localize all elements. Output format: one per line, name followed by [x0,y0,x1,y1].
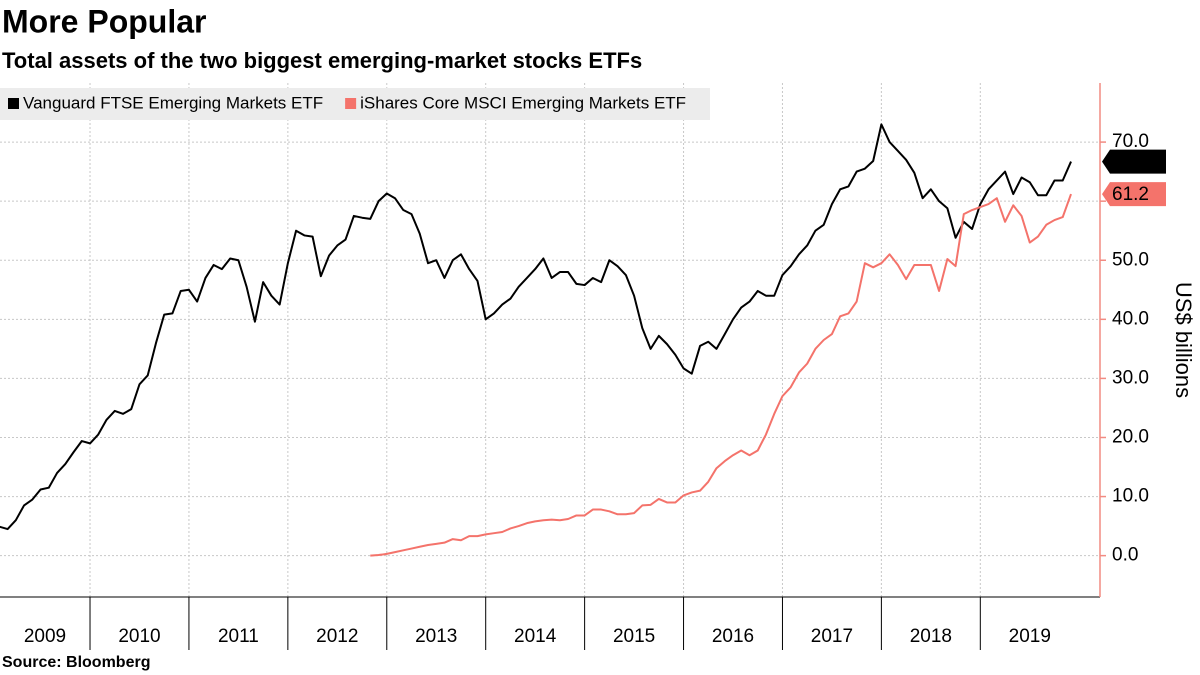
y-tick-label: 0.0 [1112,545,1138,566]
x-tick-label: 2017 [811,626,853,647]
source: Source: Bloomberg [2,654,150,671]
y-tick-label: 70.0 [1112,131,1149,152]
y-tick-label: 40.0 [1112,308,1149,329]
x-tick-label: 2016 [712,626,754,647]
legend-label: iShares Core MSCI Emerging Markets ETF [360,93,686,112]
y-tick-label: 20.0 [1112,426,1149,447]
last-value-badge: 61.2 [1102,182,1166,207]
legend: Vanguard FTSE Emerging Markets ETF iShare… [0,88,710,120]
chart-subtitle: Total assets of the two biggest emerging… [2,48,642,73]
x-tick-label: 2011 [218,626,259,647]
legend-swatch [8,98,19,109]
y-tick-label: 50.0 [1112,249,1149,270]
last-value-label: 61.2 [1112,184,1149,205]
series-line [370,193,1072,557]
last-value-label: 66.7 [1112,152,1149,173]
badge-shape [1102,182,1166,207]
chart-title: More Popular [2,3,206,39]
legend-label: Vanguard FTSE Emerging Markets ETF [23,93,323,112]
last-value-badge: 66.7 [1102,149,1166,174]
x-tick-label: 2018 [910,626,952,647]
y-tick-label: 10.0 [1112,486,1149,507]
y-tick-label: 30.0 [1112,367,1149,388]
y-axis-label: US$ billions [1171,282,1196,398]
x-tick-label: 2014 [514,626,557,647]
badge-shape [1102,149,1166,174]
legend-swatch [345,98,357,109]
x-tick-label: 2009 [24,626,66,647]
x-tick-label: 2015 [613,626,655,647]
series-line [0,123,1072,531]
x-tick-label: 2013 [415,626,457,647]
x-tick-label: 2019 [1009,626,1051,647]
x-tick-label: 2010 [118,626,160,647]
x-tick-label: 2012 [316,626,358,647]
